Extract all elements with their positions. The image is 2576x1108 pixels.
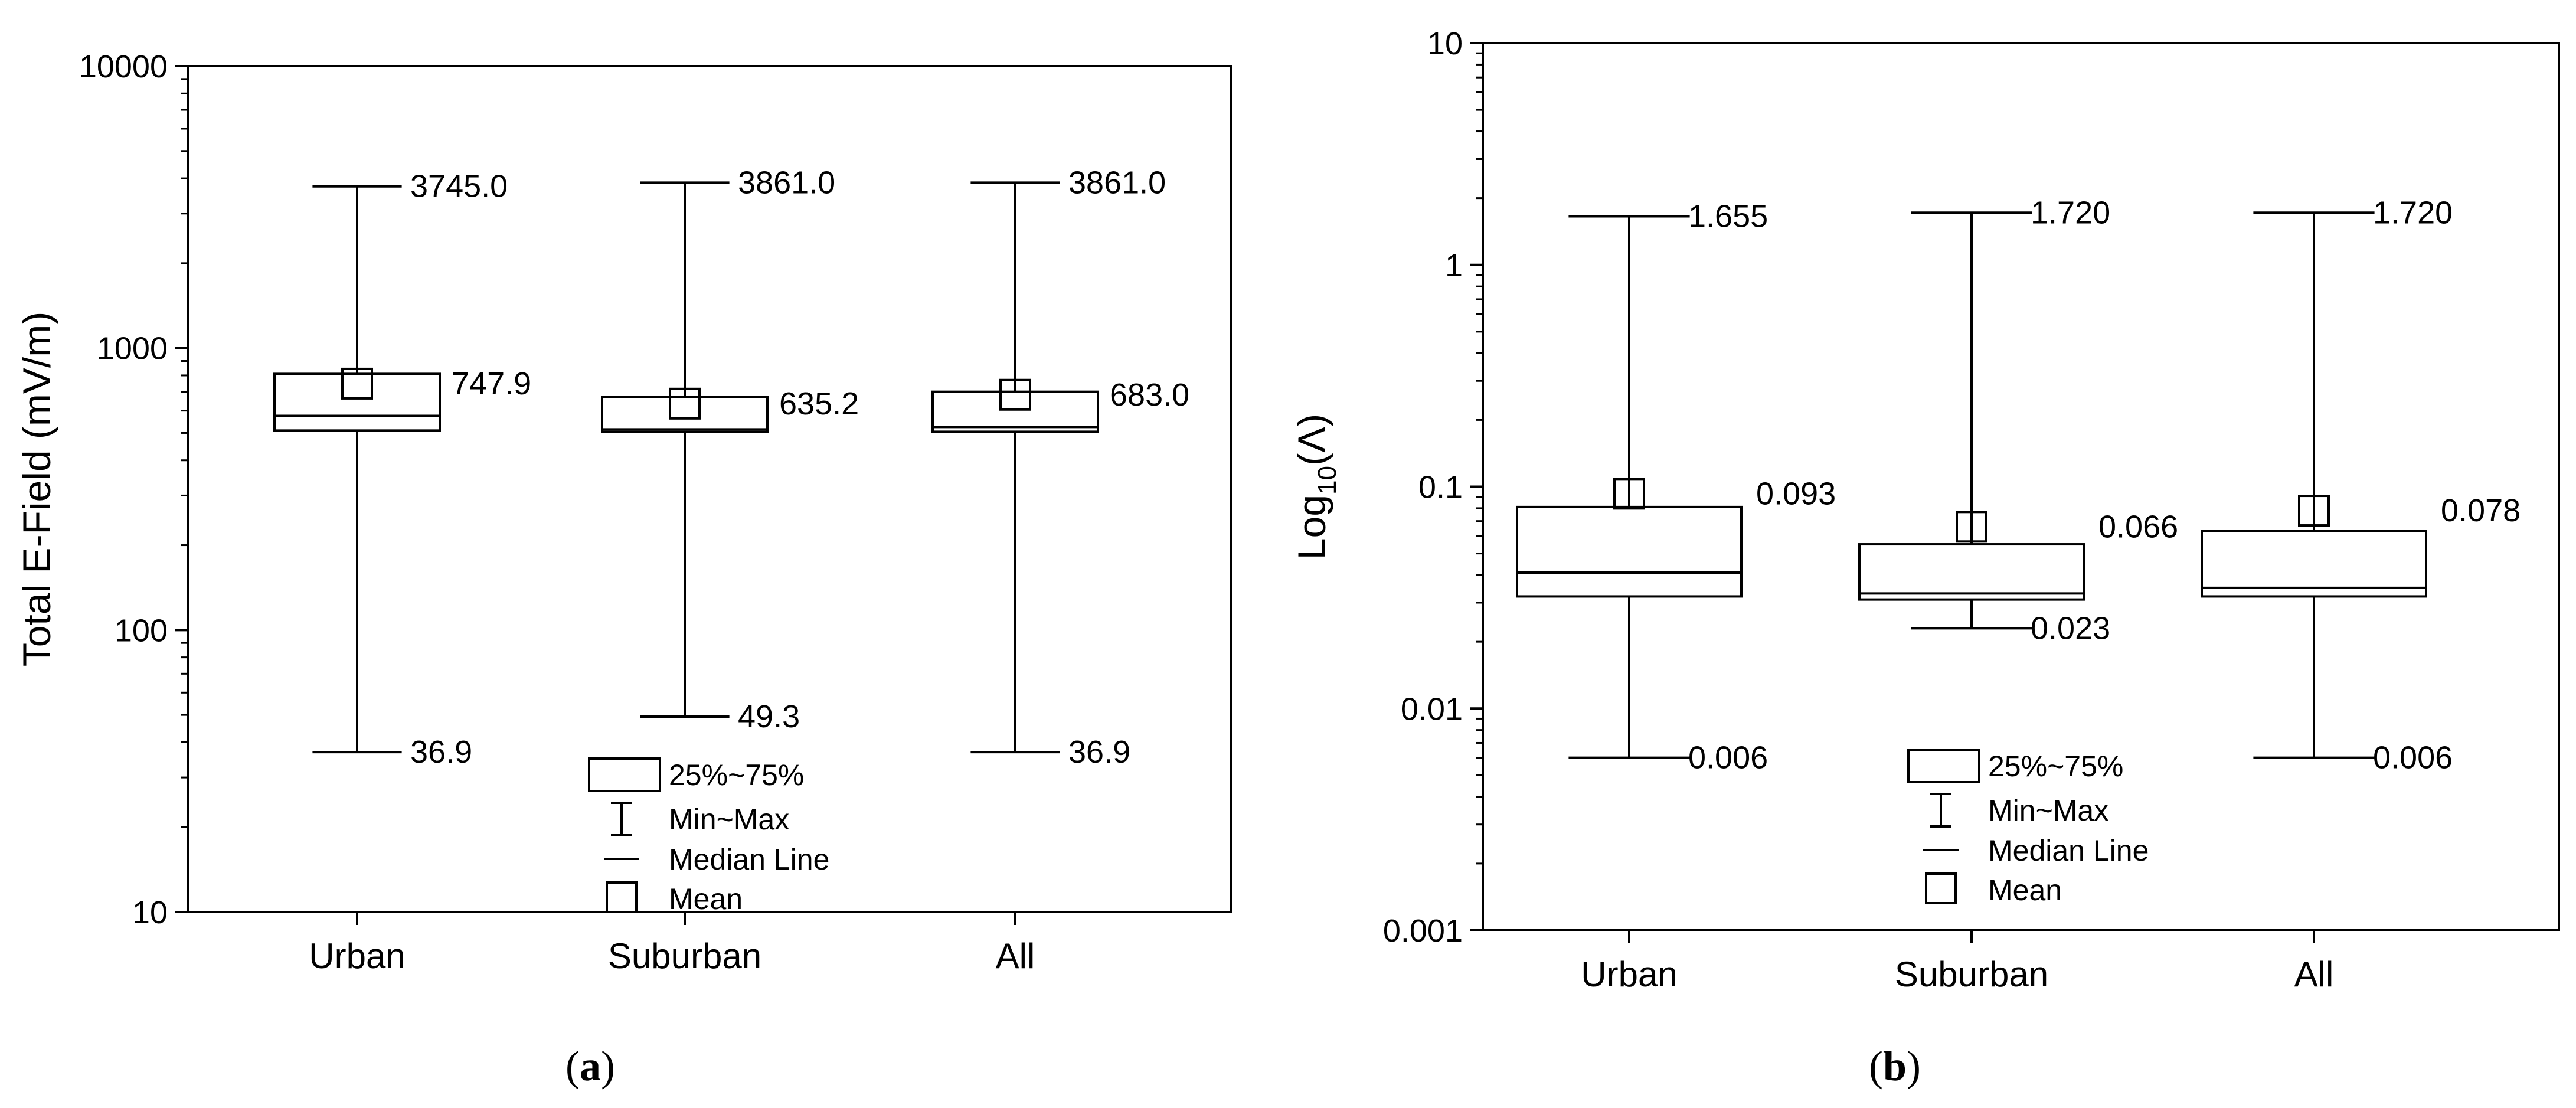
label-min: 36.9 [1068, 734, 1130, 770]
caption-close: ) [1907, 1042, 1921, 1090]
box-iqr [1858, 543, 2085, 601]
legend-mean-label: Mean [669, 883, 743, 916]
label-max: 1.655 [1688, 199, 1768, 234]
box-all: 1.720 0.078 0.006 [2201, 195, 2521, 776]
label-mean: 0.078 [2441, 493, 2521, 528]
box-suburban: 1.720 0.066 0.023 [1858, 195, 2178, 646]
legend-mean-swatch [606, 881, 638, 913]
y-tick-label: 10000 [79, 49, 168, 84]
label-min: 0.006 [2373, 740, 2453, 776]
y-tick-label: 1000 [97, 331, 168, 367]
label-mean: 683.0 [1110, 377, 1189, 413]
label-max: 1.720 [2031, 195, 2110, 230]
box-iqr [1516, 505, 1743, 598]
legend-median-label: Median Line [669, 843, 829, 876]
label-mean: 747.9 [452, 366, 531, 401]
y-axis-label: Total E-Field (mV/m) [15, 312, 58, 666]
legend: 25%~75% Min~Max Median Line Mean [1907, 749, 2149, 907]
caption-letter: b [1883, 1042, 1907, 1090]
box-all: 3861.0 683.0 36.9 [931, 165, 1189, 770]
label-min: 0.023 [2031, 610, 2110, 646]
box-urban: 3745.0 747.9 36.9 [273, 169, 531, 770]
box-urban: 1.655 0.093 0.006 [1516, 199, 1836, 776]
label-min: 0.006 [1688, 740, 1768, 776]
x-tick-label: Suburban [1895, 955, 2048, 994]
y-tick-label: 100 [115, 613, 168, 648]
mean-marker [999, 378, 1031, 411]
legend-box-label: 25%~75% [1988, 750, 2123, 783]
box-suburban: 3861.0 635.2 49.3 [601, 165, 859, 734]
box-iqr [931, 390, 1099, 433]
label-min: 49.3 [738, 699, 800, 734]
mean-marker [341, 367, 373, 400]
y-tick-label: 0.001 [1383, 913, 1463, 949]
plot-frame [187, 65, 1232, 913]
caption-open: ( [1869, 1042, 1883, 1090]
y-tick-label: 0.1 [1418, 470, 1463, 505]
x-tick-label: All [996, 936, 1035, 976]
mean-marker [669, 387, 701, 420]
legend-whisker-label: Min~Max [1988, 794, 2108, 827]
legend-box-swatch [1907, 749, 1980, 783]
y-tick-label: 0.01 [1401, 691, 1463, 727]
caption-letter: a [580, 1042, 601, 1090]
legend-whisker-label: Min~Max [669, 803, 789, 836]
x-tick-label: All [2294, 955, 2334, 994]
y-axis-label-tail: (Λ) [1290, 414, 1333, 466]
legend-mean-label: Mean [1988, 874, 2062, 907]
legend-box-swatch [588, 757, 661, 792]
label-min: 36.9 [410, 734, 472, 770]
legend: 25%~75% Min~Max Median Line Mean [588, 757, 829, 916]
mean-marker [1956, 511, 1987, 543]
label-max: 1.720 [2373, 195, 2453, 230]
label-max: 3861.0 [738, 165, 835, 200]
x-tick-label: Urban [1581, 955, 1677, 994]
y-tick-label: 10 [132, 895, 168, 930]
y-tick-label: 10 [1427, 26, 1463, 61]
legend-median-label: Median Line [1988, 834, 2149, 867]
box-iqr [2201, 530, 2427, 598]
legend-box-label: 25%~75% [669, 759, 804, 792]
y-axis-label: Log10(Λ) [1290, 414, 1342, 560]
panel-caption: (b) [1869, 1042, 1921, 1090]
x-tick-label: Suburban [608, 936, 761, 976]
x-tick-label: Urban [309, 936, 405, 976]
y-axis-label-sub: 10 [1313, 466, 1342, 495]
label-max: 3745.0 [410, 169, 508, 204]
caption-open: ( [565, 1042, 580, 1090]
label-mean: 635.2 [779, 386, 859, 421]
box-iqr [601, 396, 769, 433]
panel-a: 10 100 1000 10000 Urban Suburban All Total E-Fi… [15, 49, 1232, 1090]
y-axis-label-main: Log [1290, 495, 1333, 560]
caption-close: ) [601, 1042, 615, 1090]
panel-caption: (a) [565, 1042, 615, 1090]
box-iqr [273, 372, 441, 432]
mean-marker [2298, 495, 2330, 527]
legend-mean-swatch [1925, 872, 1957, 904]
label-max: 3861.0 [1068, 165, 1166, 200]
y-tick-label: 1 [1445, 248, 1463, 283]
mean-marker [1613, 478, 1645, 510]
label-mean: 0.066 [2098, 509, 2178, 544]
label-mean: 0.093 [1756, 476, 1836, 511]
